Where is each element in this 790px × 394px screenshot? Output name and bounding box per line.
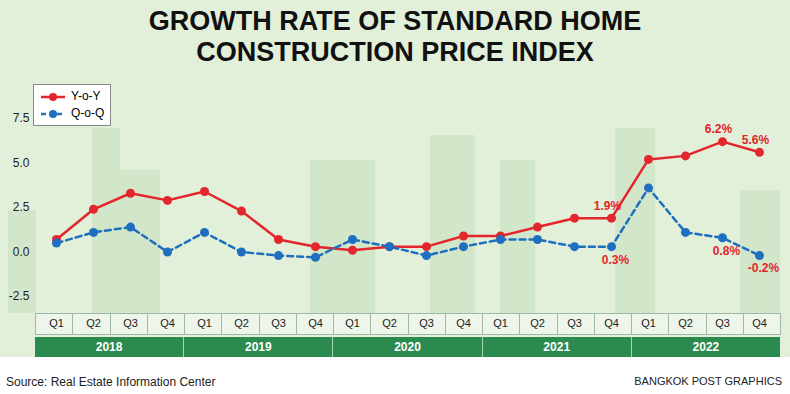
svg-text:Q4: Q4 — [456, 317, 471, 329]
html-text:BANGKOK POST GRAPHICS: BANGKOK POST GRAPHICS — [634, 375, 782, 387]
html-text:Y-o-Y: Y-o-Y — [71, 89, 101, 103]
svg-text:Q4: Q4 — [308, 317, 323, 329]
svg-text:Q3: Q3 — [271, 317, 286, 329]
svg-text:Q3: Q3 — [567, 317, 582, 329]
svg-text:Q1: Q1 — [49, 317, 64, 329]
svg-text:-2.5: -2.5 — [9, 289, 30, 303]
svg-text:Q1: Q1 — [345, 317, 360, 329]
svg-text:Q4: Q4 — [752, 317, 767, 329]
svg-text:Q2: Q2 — [382, 317, 397, 329]
svg-text:Q1: Q1 — [197, 317, 212, 329]
svg-text:1.9%: 1.9% — [594, 199, 622, 213]
svg-text:-0.2%: -0.2% — [748, 261, 780, 275]
svg-text:Q2: Q2 — [86, 317, 101, 329]
svg-text:Q4: Q4 — [604, 317, 619, 329]
svg-text:0.0: 0.0 — [13, 245, 30, 259]
svg-text:Q2: Q2 — [678, 317, 693, 329]
svg-text:7.5: 7.5 — [13, 111, 30, 125]
html-text:2022: 2022 — [692, 340, 720, 354]
svg-text:Q3: Q3 — [715, 317, 730, 329]
html-text:Q-o-Q: Q-o-Q — [71, 106, 105, 120]
svg-text:0.3%: 0.3% — [602, 253, 630, 267]
html-text:Source: Real Estate Informatio: Source: Real Estate Information Center — [6, 375, 216, 389]
svg-text:Q4: Q4 — [160, 317, 175, 329]
svg-text:2.5: 2.5 — [13, 200, 30, 214]
html-text:2021: 2021 — [543, 340, 571, 354]
svg-text:0.8%: 0.8% — [713, 244, 741, 258]
svg-text:Q1: Q1 — [493, 317, 508, 329]
svg-text:5.6%: 5.6% — [742, 133, 770, 147]
svg-text:5.0: 5.0 — [13, 156, 30, 170]
html-text:GROWTH RATE OF STANDARD HOME C: GROWTH RATE OF STANDARD HOME CONSTRUCTIO… — [148, 6, 642, 67]
svg-text:Q3: Q3 — [419, 317, 434, 329]
html-text:2018: 2018 — [95, 340, 123, 354]
svg-text:6.2%: 6.2% — [705, 122, 733, 136]
html-text:2019: 2019 — [245, 340, 272, 354]
svg-text:Q3: Q3 — [123, 317, 138, 329]
svg-text:Q2: Q2 — [234, 317, 249, 329]
svg-text:Q2: Q2 — [530, 317, 545, 329]
svg-text:Q1: Q1 — [641, 317, 656, 329]
html-text:2020: 2020 — [394, 340, 421, 354]
